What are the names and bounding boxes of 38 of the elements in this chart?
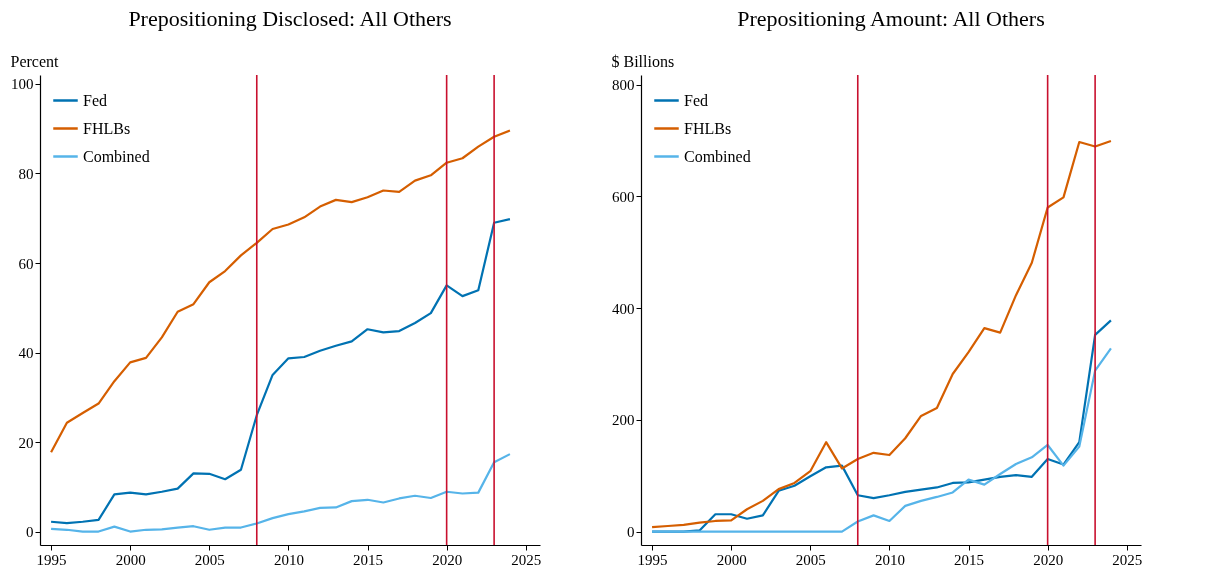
x-tick-label: 1995 (36, 551, 67, 568)
x-tick-label: 2005 (194, 551, 225, 568)
x-tick-label: 2020 (432, 551, 463, 568)
chart-title: Prepositioning Amount: All Others (737, 6, 1045, 31)
x-tick-label: 2010 (874, 551, 905, 568)
y-tick-label: 0 (26, 524, 34, 541)
legend-label: FHLBs (83, 119, 131, 137)
y-tick-label: 800 (612, 77, 635, 93)
line-series (49, 218, 512, 525)
x-tick-label: 1995 (637, 551, 668, 568)
y-tick-label: 80 (18, 165, 34, 182)
y-axis-title: $ Billions (611, 52, 675, 70)
legend-label: FHLBs (684, 119, 732, 137)
x-tick-label: 2025 (511, 551, 542, 568)
y-tick-label: 600 (612, 188, 635, 205)
y-tick-label: 400 (612, 300, 635, 317)
legend-label: Fed (83, 91, 107, 109)
x-tick-label: 2010 (273, 551, 304, 568)
x-tick-label: 2015 (954, 551, 985, 568)
line-series (650, 139, 1113, 529)
chart-title: Prepositioning Disclosed: All Others (128, 6, 452, 31)
x-tick-label: 2005 (795, 551, 826, 568)
y-tick-label: 100 (11, 76, 34, 93)
y-tick-label: 0 (627, 524, 635, 541)
y-tick-label: 20 (18, 434, 34, 451)
x-tick-label: 2000 (115, 551, 146, 568)
y-axis-title: Percent (10, 52, 60, 70)
legend-label: Combined (684, 147, 751, 165)
legend-label: Fed (684, 91, 708, 109)
y-tick-label: 200 (612, 412, 635, 429)
x-tick-label: 2020 (1033, 551, 1064, 568)
x-tick-label: 2025 (1112, 551, 1143, 568)
line-series (49, 453, 512, 533)
x-tick-label: 2015 (353, 551, 384, 568)
y-tick-label: 60 (18, 255, 34, 272)
x-tick-label: 2000 (716, 551, 747, 568)
legend-label: Combined (83, 147, 150, 165)
y-tick-label: 40 (18, 345, 34, 362)
